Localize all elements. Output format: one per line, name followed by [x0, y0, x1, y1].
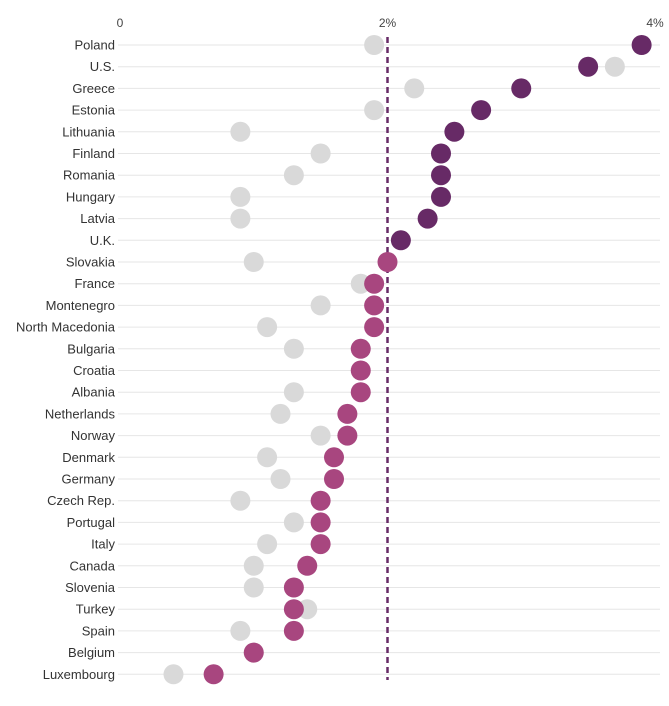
current-dot-spain [283, 620, 304, 641]
category-label-portugal: Portugal [67, 515, 116, 530]
current-dot-netherlands [337, 403, 358, 424]
current-dot-latvia [417, 208, 438, 229]
category-label-croatia: Croatia [73, 363, 116, 378]
x-axis-ticks: 0 2% 4% [117, 16, 664, 30]
previous-dot-bulgaria [283, 338, 304, 359]
current-dot-lithuania [444, 121, 465, 142]
current-dot-u-k [390, 230, 411, 251]
previous-dot-norway [310, 425, 331, 446]
previous-dot-luxembourg [163, 664, 184, 685]
category-label-france: France [75, 276, 115, 291]
category-label-montenegro: Montenegro [46, 298, 115, 313]
category-label-turkey: Turkey [76, 602, 116, 617]
previous-dot-hungary [230, 186, 251, 207]
current-dot-romania [431, 165, 451, 186]
category-label-czech-rep: Czech Rep. [47, 493, 115, 508]
current-dot-croatia [350, 360, 371, 381]
previous-dot-poland [364, 35, 385, 55]
current-dot-denmark [324, 447, 344, 468]
category-labels: Poland U.S. Greece Estonia Lithuania Finland R… [16, 38, 116, 682]
previous-dot-netherlands [270, 403, 291, 424]
category-label-norway: Norway [71, 428, 116, 443]
category-label-slovakia: Slovakia [66, 255, 116, 270]
previous-dot-spain [230, 620, 251, 641]
category-label-canada: Canada [69, 558, 115, 573]
category-label-belgium: Belgium [68, 645, 115, 660]
current-dot-finland [431, 143, 451, 164]
previous-dot-albania [283, 382, 304, 403]
x-tick-label: 2% [379, 16, 397, 30]
category-label-slovenia: Slovenia [65, 580, 116, 595]
category-label-netherlands: Netherlands [45, 406, 116, 421]
category-label-luxembourg: Luxembourg [43, 667, 115, 682]
previous-dot-lithuania [230, 121, 251, 142]
current-dot-bulgaria [350, 338, 371, 359]
current-dot-czech-rep [310, 490, 331, 511]
category-label-albania: Albania [72, 385, 116, 400]
previous-dot-u-s [604, 56, 625, 77]
category-label-denmark: Denmark [62, 450, 115, 465]
gridlines [118, 44, 660, 675]
category-label-spain: Spain [82, 623, 115, 638]
category-label-italy: Italy [91, 537, 115, 552]
previous-dot-czech-rep [230, 490, 251, 511]
current-dot-montenegro [364, 295, 385, 316]
previous-dot-slovakia [243, 252, 264, 272]
x-tick-label: 0 [117, 16, 124, 30]
previous-dot-portugal [283, 512, 304, 533]
category-label-bulgaria: Bulgaria [67, 341, 115, 356]
previous-dot-denmark [257, 447, 278, 468]
current-dot-luxembourg [203, 664, 224, 685]
current-dot-germany [324, 469, 344, 489]
current-dot-albania [350, 382, 371, 403]
previous-dot-finland [310, 143, 331, 164]
category-label-u-s: U.S. [90, 59, 115, 74]
category-label-latvia: Latvia [80, 211, 115, 226]
previous-dot-romania [283, 165, 304, 186]
category-label-finland: Finland [72, 146, 115, 161]
previous-dot-estonia [364, 100, 385, 121]
current-dot-poland [631, 35, 652, 55]
category-label-u-k: U.K. [90, 233, 115, 248]
current-dot-hungary [431, 186, 451, 207]
category-label-north-macedonia: North Macedonia [16, 320, 116, 335]
previous-dot-montenegro [310, 295, 331, 316]
category-label-germany: Germany [62, 472, 116, 487]
current-dot-norway [337, 425, 358, 446]
current-dot-slovakia [377, 252, 398, 272]
previous-dot-italy [257, 534, 278, 555]
category-label-romania: Romania [63, 168, 116, 183]
current-dot-u-s [578, 56, 599, 77]
current-dot-italy [310, 534, 331, 555]
current-dot-portugal [310, 512, 331, 533]
previous-dots [163, 35, 625, 685]
current-dot-belgium [243, 642, 264, 663]
category-label-hungary: Hungary [66, 189, 116, 204]
current-dot-estonia [471, 100, 492, 121]
previous-dot-germany [270, 469, 291, 489]
previous-dot-greece [404, 78, 425, 99]
current-dot-turkey [283, 599, 304, 620]
current-dot-slovenia [283, 577, 304, 598]
current-dot-france [364, 273, 385, 294]
previous-dot-latvia [230, 208, 251, 229]
current-dot-greece [511, 78, 532, 99]
current-dots [203, 35, 652, 685]
current-dot-canada [297, 555, 318, 576]
previous-dot-north-macedonia [257, 317, 278, 338]
category-label-lithuania: Lithuania [62, 124, 116, 139]
current-dot-north-macedonia [364, 317, 385, 338]
category-label-greece: Greece [72, 81, 115, 96]
x-tick-label: 4% [646, 16, 664, 30]
previous-dot-slovenia [243, 577, 264, 598]
category-label-estonia: Estonia [72, 103, 116, 118]
category-label-poland: Poland [75, 38, 115, 53]
previous-dot-canada [243, 555, 264, 576]
